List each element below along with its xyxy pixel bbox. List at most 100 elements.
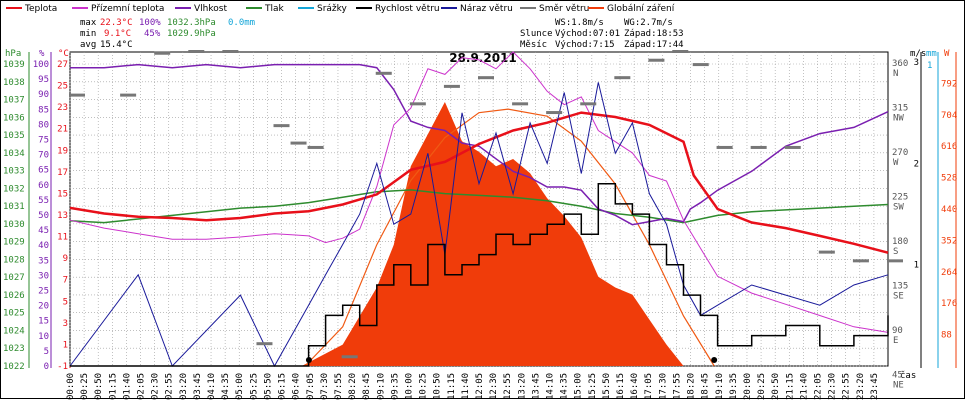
tick-time: 15:00	[574, 373, 584, 400]
tick-time: 14:10	[546, 373, 556, 400]
stats-max-press: 1032.3hPa	[167, 18, 216, 28]
tick-time: 20:00	[743, 373, 753, 400]
tick-time: 20:50	[771, 373, 781, 400]
tick-dir-deg: 315	[892, 104, 908, 114]
tick-pct: 55	[38, 196, 49, 206]
svg-text:Globální záření: Globální záření	[607, 4, 675, 14]
series-smer-vetru-mark	[307, 145, 324, 149]
svg-text:Srážky: Srážky	[317, 4, 348, 14]
tick-time: 11:15	[447, 373, 457, 400]
tick-dir-deg: 45	[892, 371, 903, 381]
tick-hpa: 1025	[3, 309, 25, 319]
tick-dir-name: NE	[893, 381, 904, 391]
tick-time: 15:25	[588, 373, 598, 400]
axis-title-ms: m/s	[910, 49, 926, 59]
tick-hpa: 1030	[3, 220, 25, 230]
legend-item-srazky: Srážky	[298, 4, 348, 14]
tick-pct: 95	[38, 75, 49, 85]
axis-title-hpa: hPa	[5, 49, 21, 59]
tick-pct: 50	[38, 211, 49, 221]
tick-pct: 80	[38, 120, 49, 130]
info-moonrise: Východ:7:15	[555, 40, 615, 50]
tick-pct: 5	[44, 347, 49, 357]
tick-dir-name: N	[893, 69, 898, 79]
tick-time: 05:25	[249, 373, 259, 400]
tick-w: 792	[941, 79, 957, 89]
series-smer-vetru-mark	[580, 102, 597, 106]
tick-c: 17	[57, 168, 68, 178]
tick-c: 21	[57, 125, 68, 135]
info-sunset: Západ:18:53	[624, 29, 684, 39]
sunrise-marker	[305, 357, 312, 363]
tick-pct: 20	[38, 302, 49, 312]
chart-title: 28.9.2011	[449, 51, 517, 65]
tick-dir-deg: 270	[892, 148, 908, 158]
series-smer-vetru-mark	[512, 102, 529, 106]
info-moonset: Západ:17:44	[624, 40, 684, 50]
series-smer-vetru-mark	[648, 58, 665, 62]
info-block: WS:1.8m/s WG:2.7m/s Slunce Východ:07:01 …	[520, 18, 684, 50]
tick-hpa: 1022	[3, 362, 25, 372]
tick-c: 19	[57, 146, 68, 156]
tick-ms: 1	[914, 261, 919, 271]
tick-pct: 10	[38, 332, 49, 342]
tick-time: 13:45	[531, 373, 541, 400]
tick-pct: 40	[38, 241, 49, 251]
series-smer-vetru-mark	[290, 141, 307, 145]
tick-pct: 30	[38, 271, 49, 281]
tick-time: 17:55	[672, 373, 682, 400]
tick-time: 22:30	[828, 373, 838, 400]
stats-avg-label: avg	[80, 40, 96, 50]
legend-item-vlhkost: Vlhkost	[175, 4, 227, 14]
tick-time: 23:20	[856, 373, 866, 400]
tick-hpa: 1029	[3, 238, 25, 248]
tick-w: 704	[941, 111, 957, 121]
tick-time: 10:00	[404, 373, 414, 400]
series-smer-vetru-mark	[546, 111, 563, 115]
tick-mm: 1	[927, 61, 932, 71]
sunset-marker	[711, 357, 718, 363]
svg-text:Směr větru: Směr větru	[539, 4, 589, 14]
tick-pct: 45	[38, 226, 49, 236]
tick-time: 08:45	[362, 373, 372, 400]
tick-dir-deg: 90	[892, 326, 903, 336]
series-smer-vetru-mark	[443, 84, 460, 88]
tick-c: 15	[57, 189, 68, 199]
tick-time: 03:20	[179, 373, 189, 400]
tick-time: 12:30	[489, 373, 499, 400]
tick-hpa: 1024	[3, 326, 25, 336]
tick-dir-deg: 180	[892, 237, 908, 247]
legend-item-tlak: Tlak	[246, 4, 285, 14]
series-smer-vetru-mark	[222, 50, 239, 53]
tick-time: 07:30	[320, 373, 330, 400]
tick-w: 352	[941, 236, 957, 246]
series-smer-vetru-mark	[409, 102, 426, 106]
series-smer-vetru-mark	[188, 50, 205, 53]
tick-time: 06:15	[278, 373, 288, 400]
tick-w: 528	[941, 174, 957, 184]
series-smer-vetru-mark	[120, 93, 137, 97]
tick-time: 02:55	[165, 373, 175, 400]
svg-text:Vlhkost: Vlhkost	[194, 4, 227, 14]
info-sun-label: Slunce	[520, 29, 553, 39]
series-smer-vetru-mark	[273, 124, 290, 128]
tick-pct: 70	[38, 151, 49, 161]
tick-c: 7	[63, 276, 68, 286]
tick-time: 04:35	[221, 373, 231, 400]
tick-time: 03:45	[193, 373, 203, 400]
stats-max-temp: 22.3°C	[100, 18, 133, 28]
tick-time: 18:20	[687, 373, 697, 400]
legend-item-naraz-vetru: Náraz větru	[441, 4, 513, 14]
tick-c: -1	[57, 362, 68, 372]
tick-c: 11	[57, 233, 68, 243]
stats-block: max 22.3°C 100% 1032.3hPa 0.0mm min 9.1°…	[80, 18, 255, 50]
svg-text:Tlak: Tlak	[264, 4, 285, 14]
series-smer-vetru-mark	[818, 250, 835, 254]
tick-dir-name: SW	[893, 203, 904, 213]
tick-pct: 90	[38, 90, 49, 100]
stats-avg-temp: 15.4°C	[100, 40, 133, 50]
stats-min-temp: 9.1°C	[104, 29, 131, 39]
tick-c: 25	[57, 82, 68, 92]
tick-hpa: 1026	[3, 291, 25, 301]
